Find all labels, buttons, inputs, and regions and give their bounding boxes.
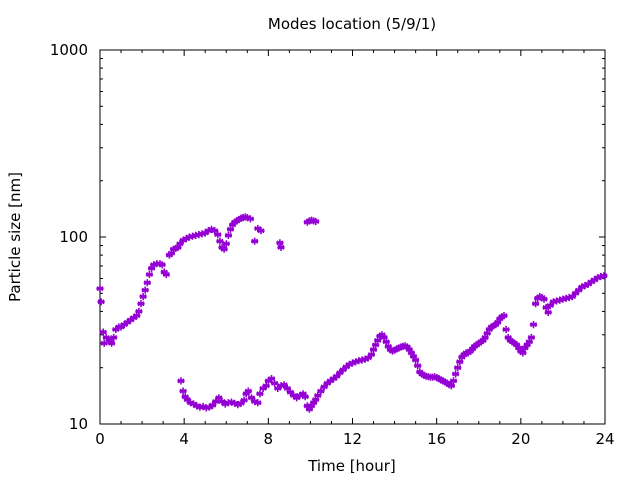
data-point	[501, 325, 511, 334]
x-tick-label: 8	[264, 430, 274, 448]
y-tick-label: 100	[59, 228, 88, 246]
data-point	[140, 285, 150, 295]
x-tick-label: 24	[595, 430, 614, 448]
x-tick-label: 4	[179, 430, 189, 448]
x-tick-label: 0	[95, 430, 105, 448]
data-point	[142, 278, 152, 288]
x-tick-label: 12	[343, 430, 362, 448]
data-point	[275, 238, 285, 248]
data-point	[144, 270, 154, 279]
data-point	[176, 376, 186, 386]
data-point	[215, 236, 225, 246]
data-point	[136, 299, 146, 309]
data-point	[250, 236, 260, 246]
data-point	[451, 369, 461, 379]
plot-frame	[99, 49, 606, 425]
data-point	[276, 242, 286, 252]
axis-ticks	[99, 49, 606, 425]
y-axis-title: Particle size [nm]	[6, 172, 24, 302]
y-tick-label: 1000	[50, 41, 88, 59]
data-points	[95, 212, 609, 414]
y-tick-label: 10	[69, 415, 88, 433]
x-tick-label: 16	[427, 430, 446, 448]
axis-tick-labels: 0 4 8 12 16 20 24 10 100 1000	[50, 41, 615, 448]
x-axis-title: Time [hour]	[307, 457, 396, 475]
data-point	[529, 320, 538, 330]
chart-title: Modes location (5/9/1)	[268, 15, 436, 33]
x-tick-label: 20	[511, 430, 530, 448]
data-point	[95, 284, 105, 294]
data-point	[96, 297, 106, 307]
data-point	[138, 292, 148, 302]
